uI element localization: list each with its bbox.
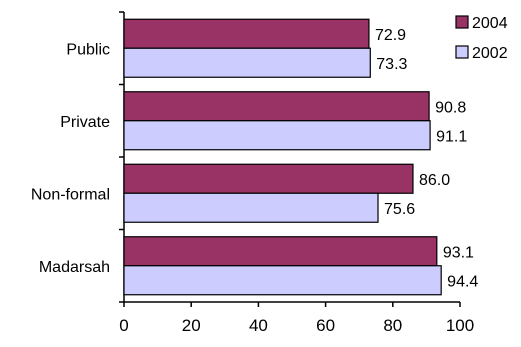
data-label: 86.0 bbox=[419, 172, 450, 189]
data-label: 93.1 bbox=[443, 244, 474, 261]
category-label: Non-formal bbox=[31, 186, 110, 203]
bar-2004-private bbox=[123, 91, 430, 122]
legend-swatch-2002 bbox=[455, 45, 469, 59]
x-tick-label: 60 bbox=[316, 316, 335, 335]
data-label: 72.9 bbox=[375, 27, 406, 44]
x-tick-label: 40 bbox=[249, 316, 268, 335]
legend-label-2002: 2002 bbox=[472, 45, 508, 62]
category-label: Madarsah bbox=[39, 259, 110, 276]
legend-swatch-2004 bbox=[455, 15, 469, 29]
category-label: Private bbox=[60, 114, 110, 131]
data-label: 94.4 bbox=[447, 273, 478, 290]
data-label: 91.1 bbox=[436, 128, 467, 145]
x-tick-label: 20 bbox=[182, 316, 201, 335]
legend: 2004 2002 bbox=[455, 15, 508, 62]
bar-2004-non-formal bbox=[123, 163, 414, 194]
axes: 0 20 40 60 80 100 bbox=[119, 11, 474, 335]
bar-2004-public bbox=[123, 18, 370, 49]
data-label: 90.8 bbox=[435, 99, 466, 116]
bar-2002-public bbox=[123, 47, 371, 78]
data-label: 75.6 bbox=[384, 201, 415, 218]
bar-2002-madarsah bbox=[123, 265, 442, 296]
x-tick-label: 100 bbox=[446, 316, 474, 335]
x-tick-label: 80 bbox=[383, 316, 402, 335]
bars bbox=[123, 18, 442, 296]
data-label: 73.3 bbox=[376, 56, 407, 73]
labels: Public Private Non-formal Madarsah 72.9 73.3 9… bbox=[31, 27, 479, 291]
bar-2004-madarsah bbox=[123, 236, 438, 267]
x-tick-label: 0 bbox=[119, 316, 128, 335]
category-label: Public bbox=[66, 41, 110, 58]
bar-2002-private bbox=[123, 120, 431, 151]
bar-2002-non-formal bbox=[123, 192, 379, 223]
legend-label-2004: 2004 bbox=[472, 15, 508, 32]
